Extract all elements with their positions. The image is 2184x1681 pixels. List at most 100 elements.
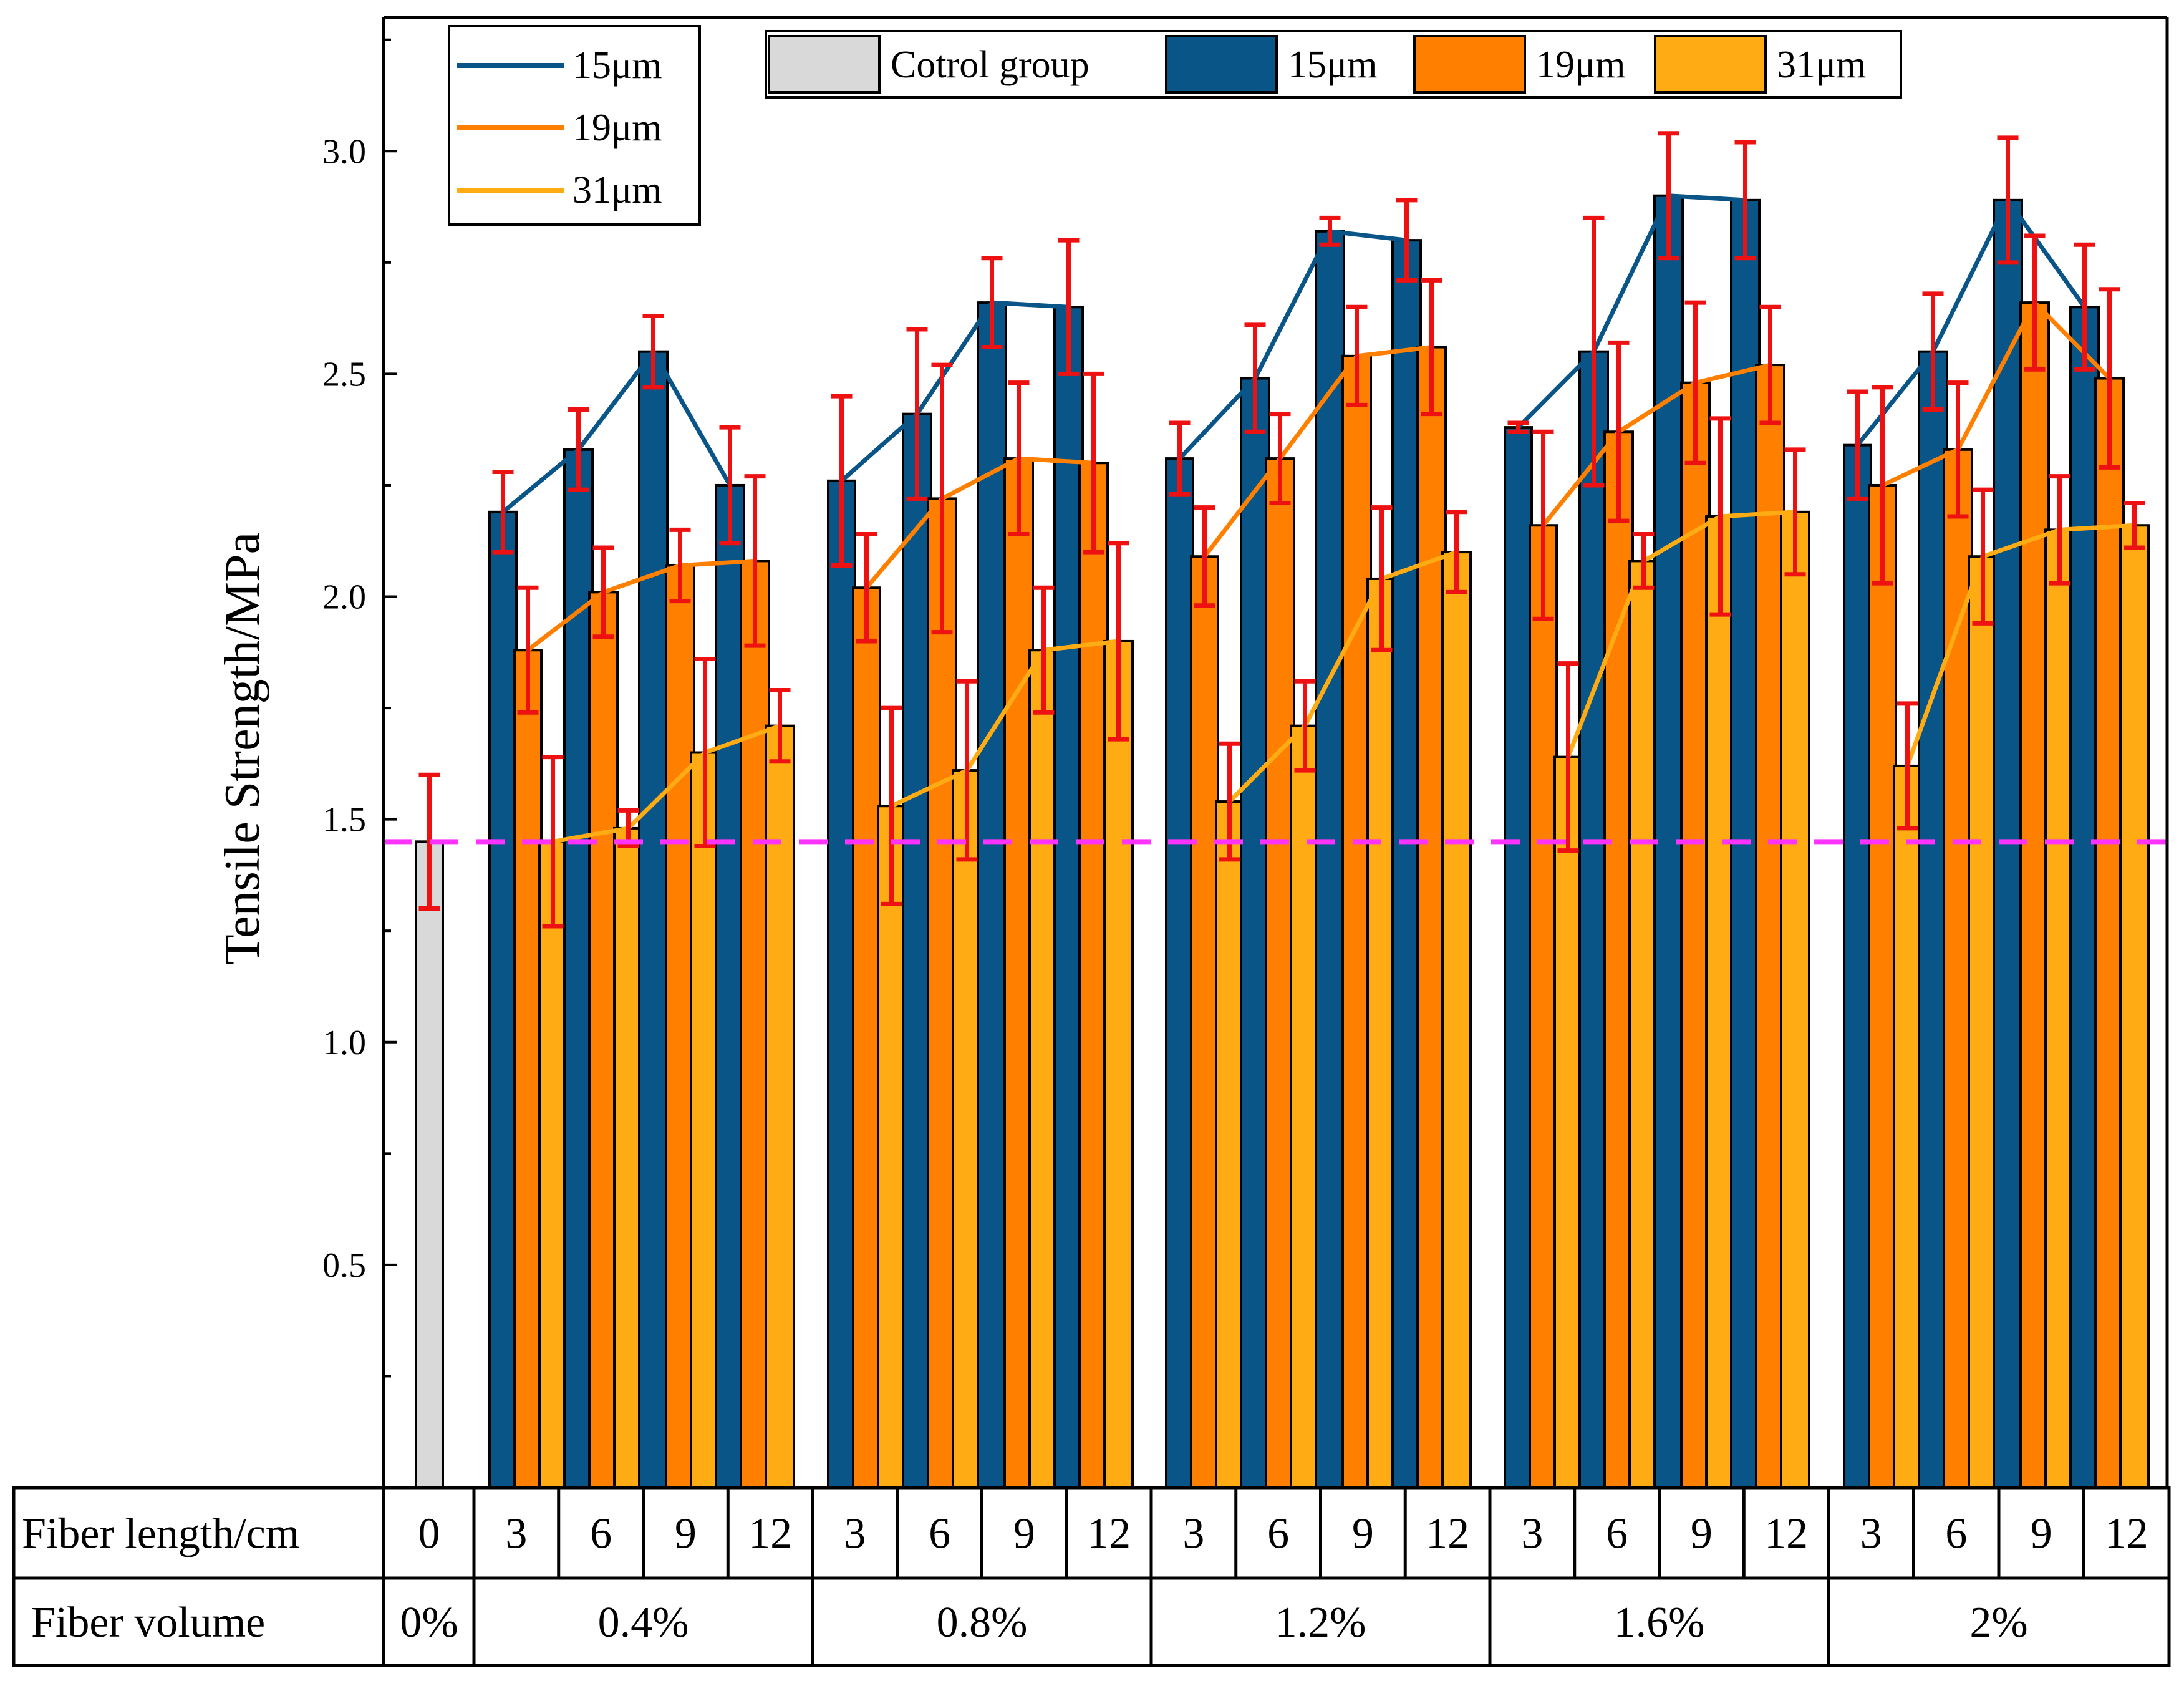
y-tick-label: 1.5 bbox=[322, 801, 366, 840]
bar-s19-group1-len12 bbox=[740, 560, 770, 1489]
bar-s31-group2-len12 bbox=[1103, 639, 1134, 1489]
bar-s19-group4-len12-error bbox=[1759, 304, 1781, 425]
bar-legend-label-4: 31μm bbox=[1777, 44, 1866, 86]
trend-line-s15-group4 bbox=[1517, 193, 1746, 429]
bar-s19-group3-len3-error bbox=[1194, 505, 1215, 608]
table-row2-label: Fiber volume bbox=[31, 1599, 265, 1647]
bar-s31-group4-len12 bbox=[1780, 510, 1810, 1489]
trend-line-s19-group1 bbox=[526, 558, 755, 652]
bar-s15-group4-len3 bbox=[1504, 426, 1533, 1489]
bar-s31-group2-len3-error bbox=[881, 705, 902, 906]
bar-s15-group2-len3 bbox=[827, 479, 856, 1489]
bar-s15-group5-len3 bbox=[1843, 443, 1872, 1489]
bar-s31-group5-len12 bbox=[2119, 524, 2150, 1490]
line-legend: 15μm 19μm 31μm bbox=[448, 25, 701, 226]
table-volume-3: 1.2% bbox=[1275, 1599, 1366, 1647]
bar-s15-group2-len9 bbox=[977, 301, 1007, 1490]
table-length-5-9: 9 bbox=[2031, 1510, 2052, 1558]
table-length-4-6: 6 bbox=[1606, 1510, 1628, 1558]
bar-s31-group1-len3 bbox=[538, 840, 568, 1489]
y-axis-label: Tensile Strength/MPa bbox=[215, 532, 270, 965]
trend-line-s15-group2 bbox=[840, 300, 1069, 483]
bar-s19-group4-len12 bbox=[1755, 364, 1785, 1489]
table-row1-label: Fiber length/cm bbox=[22, 1510, 299, 1558]
table-length-3-12: 12 bbox=[1426, 1510, 1469, 1558]
bar-s15-group5-len6-error bbox=[1922, 291, 1944, 412]
bar-s19-group5-len3-error bbox=[1872, 385, 1893, 586]
trend-line-s19-group2 bbox=[864, 456, 1094, 589]
bar-s31-group5-len3 bbox=[1893, 764, 1922, 1489]
bar-s19-group4-len3 bbox=[1529, 524, 1558, 1490]
bar-s19-group5-len6 bbox=[1943, 448, 1973, 1489]
bar-s19-group3-len6-error bbox=[1269, 412, 1291, 506]
bar-s15-group1-len6-error bbox=[568, 407, 589, 492]
trend-line-s15-group5 bbox=[1855, 198, 2087, 447]
bar-s15-group1-len12-error bbox=[719, 425, 741, 546]
bar-s15-group3-len9 bbox=[1315, 230, 1345, 1490]
bar-s31-group5-len3-error bbox=[1897, 701, 1918, 831]
table-length-1-3: 3 bbox=[505, 1510, 527, 1558]
line-legend-label-2: 19μm bbox=[573, 107, 662, 149]
bar-s31-group3-len12-error bbox=[1446, 510, 1467, 594]
table-length-3-9: 9 bbox=[1352, 1510, 1374, 1558]
bar-s15-group3-len3-error bbox=[1169, 420, 1191, 497]
bar-s31-group4-len6 bbox=[1628, 560, 1659, 1489]
y-tick-label: 0.5 bbox=[322, 1246, 366, 1285]
y-tick-label: 3.0 bbox=[322, 132, 366, 171]
table-length-2-6: 6 bbox=[929, 1510, 950, 1558]
bar-s31-group2-len9-error bbox=[1033, 585, 1055, 715]
axes-layer: 0.5 1.0 1.5 2.0 2.5 3.0 bbox=[322, 16, 2169, 1488]
bar-legend-label-1: Cotrol group bbox=[891, 44, 1090, 86]
table-length-5-6: 6 bbox=[1945, 1510, 1967, 1558]
table-length-1-6: 6 bbox=[590, 1510, 612, 1558]
bar-s15-group5-len12 bbox=[2069, 306, 2100, 1489]
bar-s19-group2-len12-error bbox=[1083, 371, 1104, 555]
bar-legend-swatch-1 bbox=[768, 35, 881, 94]
bar-legend-label-3: 19μm bbox=[1536, 44, 1625, 86]
trend-line-s31-group4 bbox=[1566, 510, 1795, 758]
bar-control bbox=[415, 840, 444, 1489]
bar-s15-group4-len9-error bbox=[1658, 131, 1679, 261]
bar-legend-swatch-2 bbox=[1165, 35, 1278, 94]
bar-s15-group3-len3 bbox=[1165, 457, 1194, 1489]
trend-line-s15-group3 bbox=[1177, 229, 1407, 460]
bar-s19-group2-len6 bbox=[927, 497, 957, 1489]
table-length-2-12: 12 bbox=[1087, 1510, 1131, 1558]
table-control-volume: 0% bbox=[400, 1599, 458, 1647]
bar-s15-group4-len3-error bbox=[1507, 420, 1529, 434]
bar-s31-group5-len12-error bbox=[2124, 501, 2145, 550]
y-tick-label: 2.0 bbox=[322, 578, 366, 617]
bar-s19-group5-len6-error bbox=[1947, 380, 1969, 519]
bar-s31-group3-len6-error bbox=[1294, 679, 1316, 773]
bar-s19-group2-len3 bbox=[852, 586, 881, 1489]
bar-s31-group3-len3 bbox=[1215, 800, 1244, 1489]
bar-legend: Cotrol group 15μm 19μm 31μm bbox=[765, 30, 1902, 99]
table-length-1-9: 9 bbox=[675, 1510, 697, 1558]
bar-s15-group4-len6-error bbox=[1583, 215, 1605, 488]
bar-s31-group5-len9-error bbox=[2049, 474, 2070, 586]
bar-s15-group3-len9-error bbox=[1319, 215, 1341, 247]
bar-s31-group2-len6-error bbox=[956, 679, 978, 862]
bar-s19-group3-len12-error bbox=[1421, 278, 1442, 417]
bar-s31-group4-len3-error bbox=[1557, 661, 1579, 853]
bar-s19-group3-len9-error bbox=[1346, 304, 1368, 407]
bars-layer bbox=[415, 194, 2150, 1490]
bar-s31-group4-len3 bbox=[1553, 755, 1583, 1489]
bar-s19-group1-len3-error bbox=[517, 585, 539, 715]
bar-s19-group5-len12 bbox=[2094, 377, 2125, 1489]
table-volume-2: 0.8% bbox=[937, 1599, 1028, 1647]
bar-legend-swatch-4 bbox=[1654, 35, 1767, 94]
bar-s15-group2-len12-error bbox=[1058, 238, 1080, 376]
trend-line-s19-group4 bbox=[1541, 362, 1771, 527]
table-control-length: 0 bbox=[418, 1510, 440, 1558]
bar-s15-group3-len6-error bbox=[1244, 322, 1266, 434]
y-tick-label: 1.0 bbox=[322, 1024, 366, 1062]
legend-layer: 15μm 19μm 31μm Cotrol group 15μm 19μm 31μm bbox=[448, 25, 1902, 226]
bar-s19-group5-len12-error bbox=[2099, 287, 2120, 470]
table-length-3-3: 3 bbox=[1182, 1510, 1204, 1558]
bar-s31-group2-len3 bbox=[877, 805, 906, 1489]
bar-s31-group1-len9-error bbox=[694, 657, 716, 848]
table-volume-4: 1.6% bbox=[1614, 1599, 1705, 1647]
trend-line-s31-group1 bbox=[552, 724, 781, 844]
